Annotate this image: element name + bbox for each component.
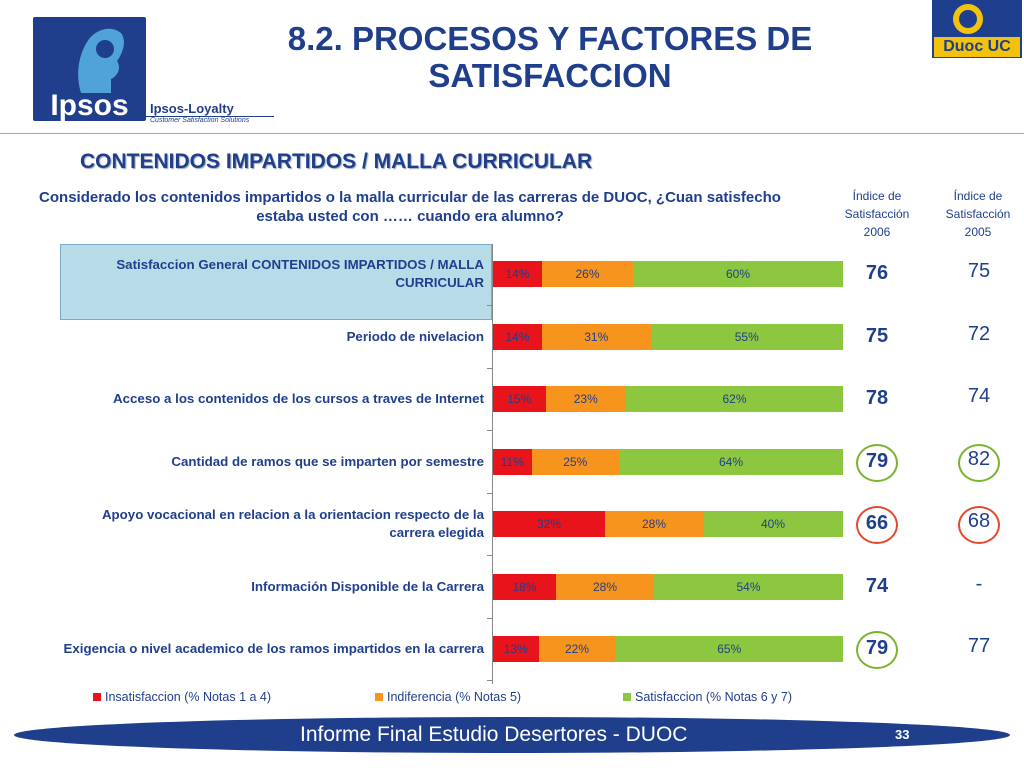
title-divider xyxy=(0,133,1024,134)
axis-tick xyxy=(487,305,492,307)
category-label: Información Disponible de la Carrera xyxy=(251,578,484,594)
index-header-2005-label: Índice de Satisfacción xyxy=(945,189,1011,221)
title-line-1: 8.2. PROCESOS Y FACTORES DE xyxy=(287,20,813,57)
chart-axis xyxy=(492,244,493,684)
index-header-2006: Índice de Satisfacción 2006 xyxy=(827,187,927,241)
highlight-circle xyxy=(958,443,1000,482)
ipsos-logo: Ipsos xyxy=(33,17,146,121)
legend-item-insatisfaccion: Insatisfaccion (% Notas 1 a 4) xyxy=(93,690,271,704)
bar-segment: 55% xyxy=(650,323,843,350)
loyalty-divider xyxy=(146,116,274,117)
category-label: Periodo de nivelacion xyxy=(346,328,484,344)
bar-segment: 62% xyxy=(626,386,843,412)
highlight-circle xyxy=(856,443,898,482)
bar-segment: 65% xyxy=(615,636,843,662)
index-2005-value: 77 xyxy=(967,635,991,657)
ipsos-face-icon xyxy=(78,28,124,93)
axis-tick xyxy=(487,555,492,557)
bar-segment: 14% xyxy=(493,323,542,350)
axis-tick xyxy=(487,617,492,619)
ipsos-logo-text: Ipsos xyxy=(50,89,129,121)
legend-label: Insatisfaccion (% Notas 1 a 4) xyxy=(105,690,272,704)
question-text: Considerado los contenidos impartidos o … xyxy=(39,189,781,225)
footer-text: Informe Final Estudio Desertores - DUOC xyxy=(300,723,688,746)
legend-swatch xyxy=(375,693,383,701)
bar-segment: 23% xyxy=(545,386,626,412)
bar-segment: 22% xyxy=(538,636,616,662)
category-label: Apoyo vocacional en relacion a la orient… xyxy=(101,507,484,540)
bar-segment: 15% xyxy=(493,386,546,412)
legend-label: Indiferencia (% Notas 5) xyxy=(387,690,522,704)
index-2006-value: 75 xyxy=(865,324,889,347)
category-label: Satisfaccion General CONTENIDOS IMPARTID… xyxy=(116,257,484,290)
axis-tick xyxy=(487,430,492,432)
axis-tick xyxy=(487,367,492,369)
title-line-2: SATISFACCION xyxy=(428,57,672,94)
highlight-circle xyxy=(958,506,1000,544)
index-header-2006-year: 2006 xyxy=(863,225,891,239)
category-label: Exigencia o nivel academico de los ramos… xyxy=(63,641,484,656)
highlight-circle xyxy=(856,631,898,669)
legend-item-indiferencia: Indiferencia (% Notas 5) xyxy=(375,690,521,704)
bar-segment: 18% xyxy=(493,573,556,600)
footer-bar xyxy=(14,717,1010,753)
bar-segment: 64% xyxy=(619,448,843,475)
page-title: 8.2. PROCESOS Y FACTORES DE SATISFACCION xyxy=(250,20,850,94)
bar-segment: 31% xyxy=(542,323,651,350)
bar-segment: 54% xyxy=(654,573,843,600)
legend-label: Satisfaccion (% Notas 6 y 7) xyxy=(635,690,793,704)
section-subtitle: CONTENIDOS IMPARTIDOS / MALLA CURRICULAR xyxy=(80,150,593,173)
index-header-2006-label: Índice de Satisfacción xyxy=(844,189,910,221)
loyalty-tagline: Customer Satisfaction Solutions xyxy=(150,117,250,124)
legend-swatch xyxy=(93,693,101,701)
bar-segment: 32% xyxy=(493,511,605,537)
axis-tick xyxy=(487,492,492,494)
bar-segment: 25% xyxy=(531,448,619,475)
duoc-logo: Duoc UC xyxy=(932,0,1022,58)
index-2005-value: 74 xyxy=(967,385,991,407)
bar-segment: 40% xyxy=(703,511,843,537)
category-label: Acceso a los contenidos de los cursos a … xyxy=(113,391,484,406)
bar-segment: 13% xyxy=(493,636,539,662)
category-label: Cantidad de ramos que se imparten por se… xyxy=(171,453,484,469)
index-2006-value: 76 xyxy=(865,262,889,284)
page-number: 33 xyxy=(895,727,910,742)
index-2005-value: 72 xyxy=(967,322,991,345)
index-2005-value: 75 xyxy=(967,260,991,282)
bar-segment: 28% xyxy=(605,511,703,537)
axis-tick xyxy=(487,680,492,682)
duoc-crest-icon xyxy=(953,4,983,34)
highlight-box xyxy=(60,244,492,320)
loyalty-brand: Ipsos-Loyalty xyxy=(150,101,234,116)
index-2006-value: 78 xyxy=(865,387,889,409)
bar-segment: 11% xyxy=(493,448,532,475)
bar-segment: 60% xyxy=(633,261,843,287)
duoc-logo-text: Duoc UC xyxy=(934,37,1020,57)
index-header-2005: Índice de Satisfacción 2005 xyxy=(928,187,1024,241)
bar-segment: 28% xyxy=(556,573,654,600)
legend-item-satisfaccion: Satisfaccion (% Notas 6 y 7) xyxy=(623,690,792,704)
highlight-circle xyxy=(856,506,898,544)
index-header-2005-year: 2005 xyxy=(964,225,992,239)
bar-segment: 26% xyxy=(542,261,633,287)
bar-segment: 14% xyxy=(493,261,542,287)
index-2005-value: - xyxy=(975,572,983,595)
legend-swatch xyxy=(623,693,631,701)
index-2006-value: 74 xyxy=(865,574,889,597)
